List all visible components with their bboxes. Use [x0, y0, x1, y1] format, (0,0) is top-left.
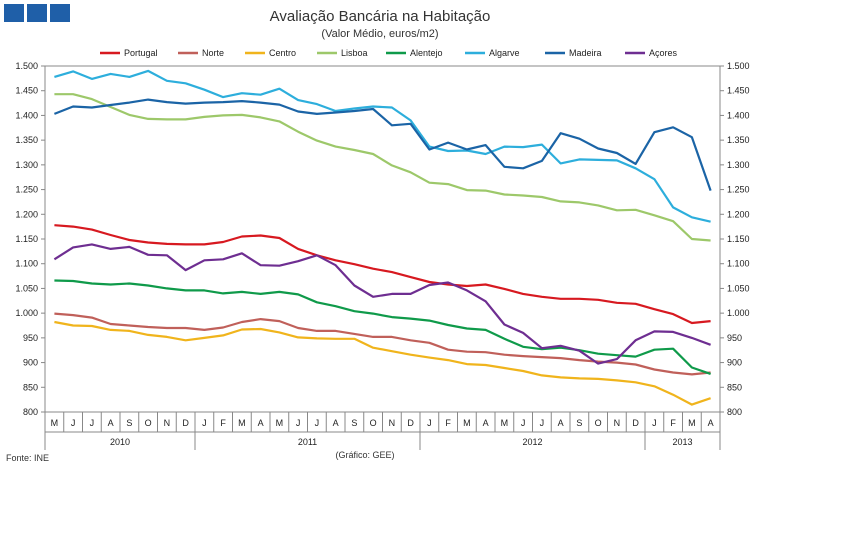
x-tick-label: A — [483, 418, 489, 428]
x-year-label: 2010 — [110, 437, 130, 447]
y-tick-label-left: 1.200 — [15, 209, 38, 219]
x-tick-label: M — [463, 418, 471, 428]
series-line-alentejo — [54, 279, 711, 375]
x-tick-label: S — [126, 418, 132, 428]
x-tick-label: A — [108, 418, 114, 428]
x-tick-label: S — [576, 418, 582, 428]
x-tick-label: J — [521, 418, 526, 428]
y-tick-label-right: 1.300 — [727, 160, 750, 170]
y-tick-label-right: 1.250 — [727, 185, 750, 195]
x-tick-label: F — [670, 418, 676, 428]
logo-block — [50, 4, 70, 22]
gee-logo — [4, 4, 70, 22]
x-year-label: 2011 — [298, 437, 317, 447]
x-tick-label: J — [540, 418, 545, 428]
series-line-madeira — [53, 98, 712, 191]
y-tick-label-left: 1.150 — [15, 234, 38, 244]
series-line-norte — [54, 312, 711, 376]
y-tick-label-right: 1.500 — [727, 61, 750, 71]
series-line-centro — [54, 320, 711, 406]
x-tick-label: J — [427, 418, 432, 428]
x-tick-label: N — [164, 418, 171, 428]
x-tick-label: D — [407, 418, 414, 428]
x-tick-label: A — [333, 418, 339, 428]
legend-label: Norte — [202, 48, 224, 58]
x-tick-label: J — [652, 418, 657, 428]
x-tick-label: F — [445, 418, 451, 428]
series-line-portugal — [54, 224, 711, 325]
legend-label: Centro — [269, 48, 296, 58]
series-line-a-ores — [53, 243, 711, 365]
y-tick-label-left: 900 — [23, 358, 38, 368]
legend-label: Algarve — [489, 48, 520, 58]
legend-label: Lisboa — [341, 48, 368, 58]
y-tick-label-left: 1.100 — [15, 259, 38, 269]
x-tick-label: A — [558, 418, 564, 428]
legend-label: Açores — [649, 48, 678, 58]
x-tick-label: D — [182, 418, 189, 428]
chart-title: Avaliação Bancária na Habitação — [269, 8, 491, 25]
y-tick-label-left: 850 — [23, 382, 38, 392]
y-tick-label-left: 1.050 — [15, 283, 38, 293]
x-year-label: 2012 — [522, 437, 542, 447]
y-tick-label-left: 1.350 — [15, 135, 38, 145]
x-tick-label: N — [614, 418, 621, 428]
y-tick-label-left: 800 — [23, 407, 38, 417]
chart-credit: (Gráfico: GEE) — [335, 450, 395, 460]
y-tick-label-left: 1.300 — [15, 160, 38, 170]
x-tick-label: O — [145, 418, 152, 428]
y-tick-label-right: 850 — [727, 382, 742, 392]
x-year-label: 2013 — [672, 437, 692, 447]
source-note: Fonte: INE — [6, 453, 50, 463]
logo-block — [27, 4, 47, 22]
y-tick-label-left: 1.400 — [15, 110, 38, 120]
y-tick-label-right: 1.400 — [727, 110, 750, 120]
x-tick-label: M — [688, 418, 696, 428]
x-tick-label: J — [90, 418, 95, 428]
x-tick-label: M — [501, 418, 509, 428]
y-tick-label-right: 1.450 — [727, 86, 750, 96]
x-tick-label: O — [595, 418, 602, 428]
x-tick-label: N — [389, 418, 396, 428]
series-line-algarve — [54, 69, 711, 223]
x-tick-label: M — [238, 418, 246, 428]
series-line-lisboa — [54, 93, 711, 242]
y-tick-label-left: 1.500 — [15, 61, 38, 71]
x-tick-label: A — [708, 418, 714, 428]
x-tick-label: M — [276, 418, 284, 428]
x-tick-label: S — [351, 418, 357, 428]
x-tick-label: J — [315, 418, 320, 428]
x-tick-label: J — [71, 418, 76, 428]
y-tick-label-right: 1.200 — [727, 209, 750, 219]
y-tick-label-left: 1.450 — [15, 86, 38, 96]
x-tick-label: M — [51, 418, 59, 428]
y-tick-label-right: 1.150 — [727, 234, 750, 244]
y-tick-label-left: 1.250 — [15, 185, 38, 195]
y-tick-label-left: 950 — [23, 333, 38, 343]
y-tick-label-right: 800 — [727, 407, 742, 417]
x-tick-label: F — [220, 418, 226, 428]
y-tick-label-right: 1.100 — [727, 259, 750, 269]
x-tick-label: J — [202, 418, 207, 428]
legend-label: Madeira — [569, 48, 602, 58]
legend-label: Portugal — [124, 48, 158, 58]
x-tick-label: A — [258, 418, 264, 428]
y-tick-label-right: 1.000 — [727, 308, 750, 318]
x-tick-label: O — [370, 418, 377, 428]
chart-subtitle: (Valor Médio, euros/m2) — [321, 28, 439, 40]
x-tick-label: J — [296, 418, 301, 428]
y-tick-label-right: 900 — [727, 358, 742, 368]
logo-block — [4, 4, 24, 22]
y-tick-label-right: 1.050 — [727, 283, 750, 293]
y-tick-label-right: 1.350 — [727, 135, 750, 145]
legend-label: Alentejo — [410, 48, 443, 58]
x-tick-label: D — [632, 418, 639, 428]
y-tick-label-left: 1.000 — [15, 308, 38, 318]
y-tick-label-right: 950 — [727, 333, 742, 343]
